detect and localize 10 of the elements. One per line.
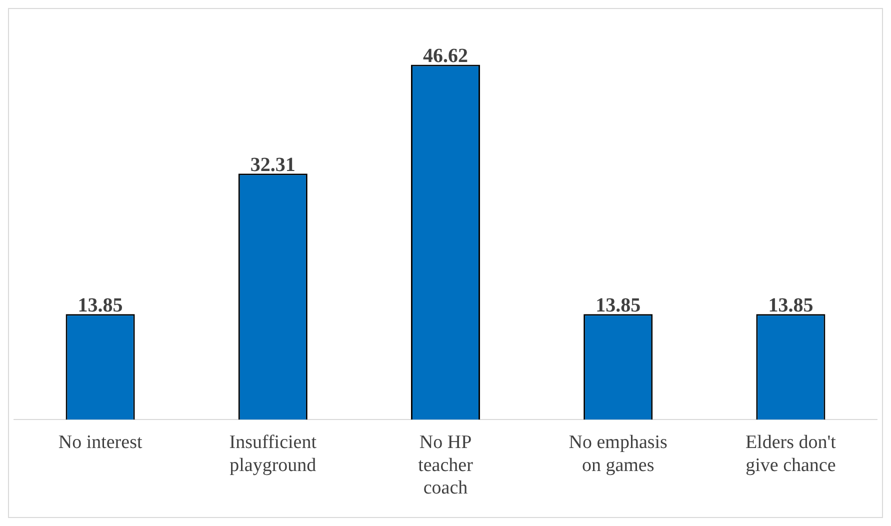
data-label: 46.62 (423, 44, 468, 67)
x-tick-label: No interest (58, 432, 143, 453)
x-tick-label: Insufficient playground (229, 432, 318, 476)
data-label: 13.85 (768, 294, 814, 316)
data-label: 13.85 (78, 294, 123, 316)
data-label: 13.85 (596, 294, 641, 316)
data-label: 32.31 (250, 154, 296, 176)
x-tick-label: Elders don't give chance (745, 432, 837, 476)
x-tick-label: No HP teacher coach (418, 432, 474, 499)
x-tick-label: No emphasis on games (568, 432, 668, 476)
